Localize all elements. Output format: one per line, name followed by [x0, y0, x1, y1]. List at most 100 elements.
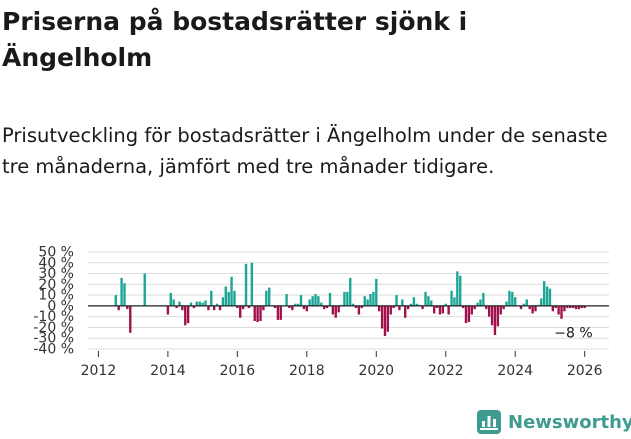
bar — [444, 303, 447, 306]
chart-subtitle: Prisutveckling för bostadsrätter i Ängel… — [2, 124, 608, 178]
bar — [398, 305, 401, 311]
bar — [201, 302, 204, 306]
bar — [409, 303, 413, 306]
bar — [459, 275, 462, 306]
bar — [175, 305, 178, 309]
bar — [311, 296, 314, 306]
bar — [207, 305, 210, 311]
bar — [302, 305, 306, 310]
bar — [430, 300, 433, 306]
bar — [296, 303, 300, 306]
bar — [569, 305, 572, 309]
bar — [172, 299, 175, 306]
x-tick-label: 2022 — [428, 363, 464, 379]
bar — [563, 305, 566, 312]
bar — [320, 302, 323, 306]
bar — [227, 291, 230, 306]
bar — [189, 302, 193, 306]
y-tick-label: 10 % — [38, 288, 74, 304]
bar — [401, 299, 404, 306]
bar — [192, 305, 196, 309]
bar — [508, 290, 511, 306]
bar — [545, 286, 549, 306]
bar — [256, 305, 259, 323]
bar — [265, 290, 268, 306]
bar — [525, 299, 528, 306]
bar — [314, 294, 317, 306]
bar — [233, 290, 236, 306]
bar — [178, 301, 181, 306]
bar — [548, 288, 552, 306]
bar — [276, 305, 280, 320]
y-tick-label: -40 % — [33, 342, 74, 358]
bar — [461, 305, 465, 309]
bar — [447, 305, 450, 315]
bar — [534, 305, 537, 312]
bar — [236, 305, 239, 309]
bar — [247, 305, 251, 309]
bar — [540, 298, 543, 306]
bar — [212, 305, 216, 311]
newsworthy-logo: Newsworthy — [476, 408, 631, 436]
bar — [406, 305, 410, 310]
bar — [464, 305, 468, 324]
bar — [482, 292, 485, 306]
bar — [412, 297, 416, 306]
bar — [369, 294, 372, 306]
bar — [221, 297, 225, 306]
bar — [490, 305, 494, 326]
chart-title: Priserna på bostadsrätter sjönk i Ängelh… — [2, 7, 468, 72]
bar — [505, 301, 508, 306]
bar — [380, 305, 384, 329]
bar — [143, 273, 146, 306]
bar — [195, 301, 199, 306]
x-tick-label: 2024 — [497, 363, 533, 379]
last-value-label: −8 % — [554, 326, 592, 342]
bar — [574, 305, 578, 310]
bar — [354, 305, 358, 309]
bar — [198, 301, 201, 306]
y-tick-label: 50 % — [38, 245, 74, 261]
bar — [273, 305, 277, 309]
x-tick-label: 2012 — [81, 363, 117, 379]
bar — [389, 305, 392, 315]
x-axis: 2012 2014 2016 2018 2020 2022 2024 2026 — [81, 351, 603, 379]
bar — [218, 305, 222, 311]
y-axis-labels: -40 %-30 %-20 %-10 %0 %10 %20 %30 %40 %5… — [33, 245, 74, 358]
bar — [337, 305, 340, 313]
bar — [424, 291, 427, 306]
bar — [210, 290, 213, 306]
bar — [392, 305, 395, 309]
bar — [294, 303, 297, 306]
bar — [224, 286, 227, 306]
bar — [580, 305, 583, 309]
y-tick-label: 0 % — [47, 298, 74, 314]
bar — [215, 303, 219, 306]
bar — [366, 299, 369, 306]
bars — [114, 262, 586, 337]
bar — [186, 305, 190, 324]
bar — [456, 271, 459, 306]
x-tick-label: 2018 — [289, 363, 325, 379]
bar — [383, 305, 387, 337]
bar — [262, 305, 265, 311]
bar — [279, 305, 282, 320]
y-tick-label: 20 % — [38, 277, 74, 293]
bar — [346, 291, 349, 306]
bar — [502, 305, 505, 310]
brand-name: Newsworthy — [508, 411, 631, 433]
bar — [181, 305, 184, 311]
bar — [499, 305, 502, 315]
bar — [542, 281, 546, 306]
bar — [551, 305, 555, 312]
bar — [317, 296, 320, 306]
bar — [129, 305, 132, 333]
y-tick-label: -10 % — [33, 309, 74, 325]
bar — [169, 292, 172, 306]
newsworthy-logo-icon — [477, 410, 501, 434]
bar — [250, 262, 254, 306]
bar — [308, 299, 311, 306]
bar — [328, 292, 332, 306]
bar — [117, 305, 120, 311]
x-tick-label: 2016 — [220, 363, 256, 379]
